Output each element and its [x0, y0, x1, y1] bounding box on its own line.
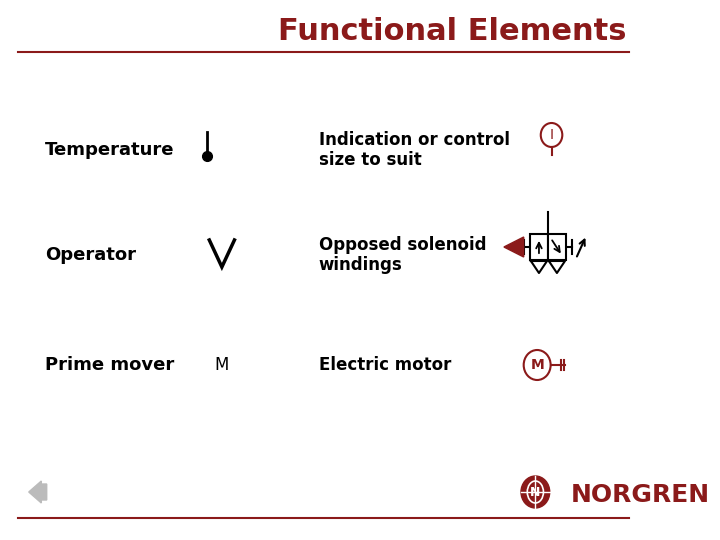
Text: Functional Elements: Functional Elements	[279, 17, 627, 46]
Polygon shape	[504, 237, 523, 257]
Text: NORGREN: NORGREN	[570, 483, 709, 507]
FancyArrow shape	[29, 481, 47, 503]
Text: I: I	[549, 128, 554, 142]
Text: Temperature: Temperature	[45, 141, 174, 159]
Text: N: N	[530, 485, 541, 498]
Text: Operator: Operator	[45, 246, 136, 264]
Text: Indication or control
size to suit: Indication or control size to suit	[319, 131, 510, 170]
Text: M: M	[531, 358, 544, 372]
Circle shape	[521, 476, 550, 508]
Bar	[530, 234, 548, 260]
Text: Electric motor: Electric motor	[319, 356, 451, 374]
Text: Opposed solenoid
windings: Opposed solenoid windings	[319, 235, 487, 274]
Text: M: M	[215, 356, 229, 374]
Text: Prime mover: Prime mover	[45, 356, 174, 374]
Bar	[548, 234, 566, 260]
